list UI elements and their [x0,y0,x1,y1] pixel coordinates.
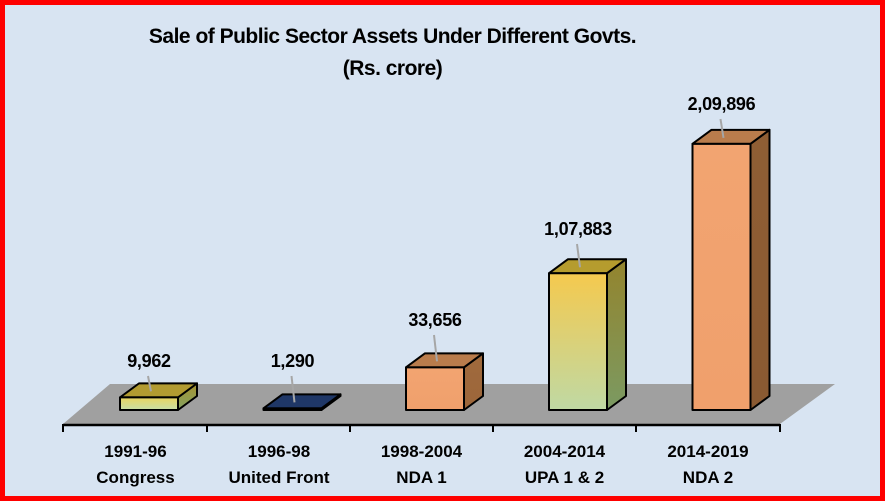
category-label-congress: 1991-96 Congress [56,439,216,491]
category-period: 2004-2014 [523,442,606,461]
bar-front-face-2 [405,366,465,411]
bar-front-face-4 [691,142,752,411]
category-period: 1998-2004 [380,442,463,461]
bar-front-face-0 [119,396,179,411]
category-period: 1991-96 [104,442,167,461]
leader-line-1 [290,375,296,403]
data-label-nda2: 2,09,896 [687,94,756,114]
data-label-congress: 9,962 [127,351,171,371]
data-label-nda1: 33,656 [408,310,462,330]
bar-side-face-3 [606,258,627,411]
category-label-upa: 2004-2014 UPA 1 & 2 [485,439,645,491]
chart-title: Sale of Public Sector Assets Under Diffe… [148,25,637,48]
category-period: 1996-98 [247,442,311,461]
category-govt: UPA 1 & 2 [524,468,605,487]
data-label-upa: 1,07,883 [544,219,612,239]
bar-front-face-1 [262,407,323,411]
bar-front-face-3 [548,272,608,411]
bar-side-face-4 [749,128,771,411]
leader-line-2 [433,334,438,362]
category-label-nda1: 1998-2004 NDA 1 [342,439,502,491]
data-label-united-front: 1,290 [270,351,315,371]
category-label-nda2: 2014-2019 NDA 2 [628,439,788,491]
leader-line-4 [719,118,725,139]
bar-chart-canvas [62,118,835,432]
leader-line-3 [576,243,581,268]
category-label-united-front: 1996-98 United Front [199,439,359,491]
category-govt: United Front [228,468,330,487]
category-govt: NDA 2 [682,468,734,487]
category-govt: Congress [96,468,175,487]
category-govt: NDA 1 [396,468,447,487]
chart-subtitle: (Rs. crore) [342,57,443,80]
leader-line-0 [147,375,152,392]
category-period: 2014-2019 [667,442,749,461]
